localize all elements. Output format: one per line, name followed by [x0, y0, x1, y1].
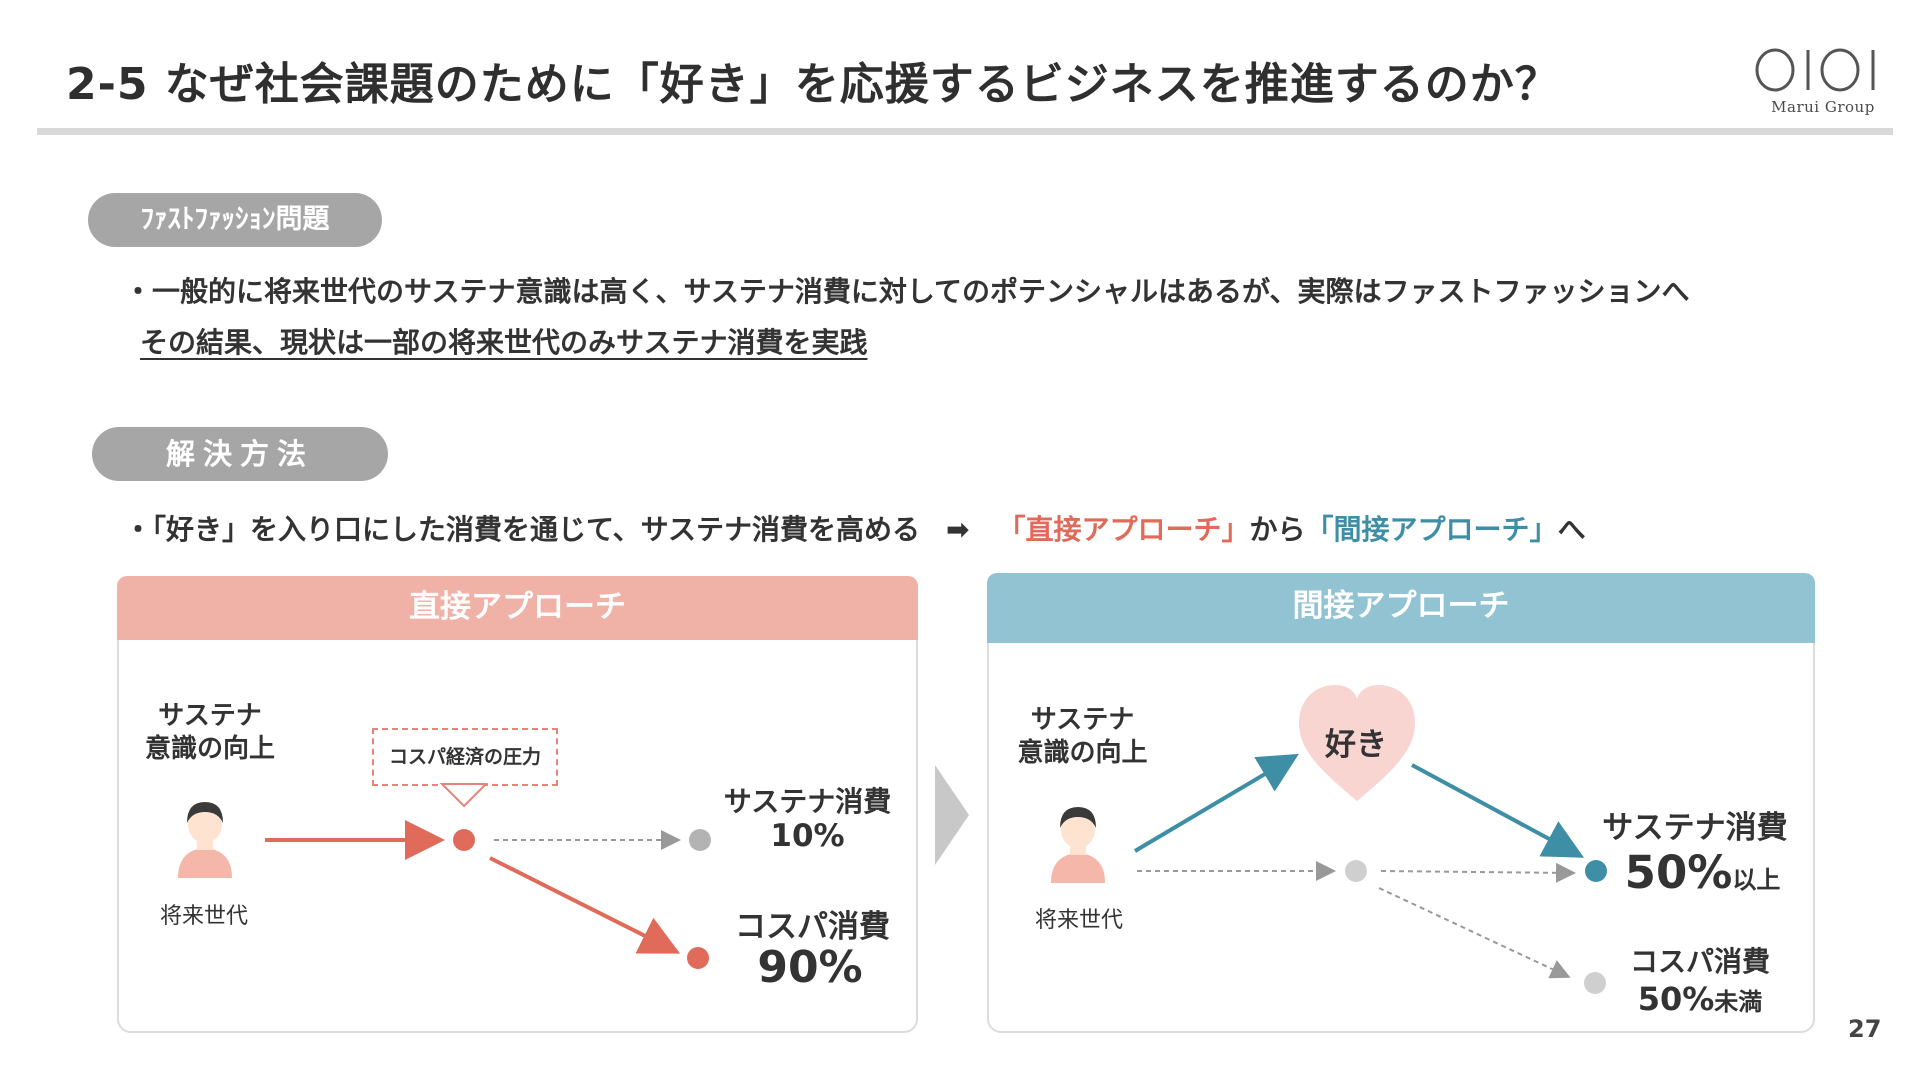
indirect-approach-header: 間接アプローチ — [987, 573, 1815, 643]
problem-result: その結果、現状は一部の将来世代のみサステナ消費を実践 — [140, 326, 868, 359]
awareness-label-left: サステナ 意識の向上 — [144, 701, 275, 764]
section-pill-solution: 解決方法 — [92, 427, 388, 481]
indirect-flow-diagram — [1133, 685, 1607, 994]
from-text: から — [1249, 513, 1306, 546]
person-icon-right — [1051, 807, 1105, 883]
sustain-value-right: 50%以上 — [1624, 846, 1781, 899]
marui-logo — [1755, 48, 1875, 92]
heart-icon — [1299, 685, 1415, 801]
cost-label-right: コスパ消費 — [1629, 945, 1770, 978]
page-title: 2-5 なぜ社会課題のために「好き」を応援するビジネスを推進するのか？ — [66, 59, 1560, 110]
direct-approach-text: 「直接アプローチ」 — [997, 513, 1250, 546]
solution-text: ・「好き」を入り口にした消費を通じて、サステナ消費を高める — [124, 513, 921, 546]
heart-label: 好き — [1325, 727, 1387, 763]
cost-value-left: 90% — [757, 942, 863, 993]
direct-flow-diagram — [265, 783, 711, 969]
logo-subtitle: Marui Group — [1771, 98, 1875, 116]
chevron-right-icon — [935, 765, 969, 865]
right-arrow-icon: ➡ — [946, 513, 970, 546]
to-text: へ — [1557, 513, 1586, 546]
cost-label-left: コスパ消費 — [735, 909, 890, 945]
problem-bullet: ・一般的に将来世代のサステナ意識は高く、サステナ消費に対してのポテンシャルはある… — [124, 275, 1690, 308]
person-label-right: 将来世代 — [1035, 908, 1124, 933]
cost-value-right: 50%未満 — [1637, 980, 1763, 1018]
sustain-label-left: サステナ消費 — [723, 785, 892, 818]
direct-approach-panel — [117, 576, 918, 1033]
title-divider — [37, 128, 1893, 135]
awareness-label-right: サステナ 意識の向上 — [1017, 705, 1148, 768]
person-label-left: 将来世代 — [160, 904, 249, 929]
solution-bullet: ・「好き」を入り口にした消費を通じて、サステナ消費を高める ➡ 「直接アプローチ」か… — [124, 508, 1586, 548]
indirect-approach-panel — [987, 573, 1815, 1033]
direct-approach-header: 直接アプローチ — [117, 576, 918, 640]
page-number: 27 — [1848, 1015, 1882, 1043]
indirect-approach-text: 「間接アプローチ」 — [1305, 513, 1558, 546]
sustain-label-right: サステナ消費 — [1602, 810, 1788, 846]
sustain-value-left: 10% — [770, 818, 845, 854]
person-icon — [178, 802, 232, 878]
section-pill-fast-fashion: ﾌｧｽﾄﾌｧｯｼｮﾝ問題 — [88, 193, 382, 247]
